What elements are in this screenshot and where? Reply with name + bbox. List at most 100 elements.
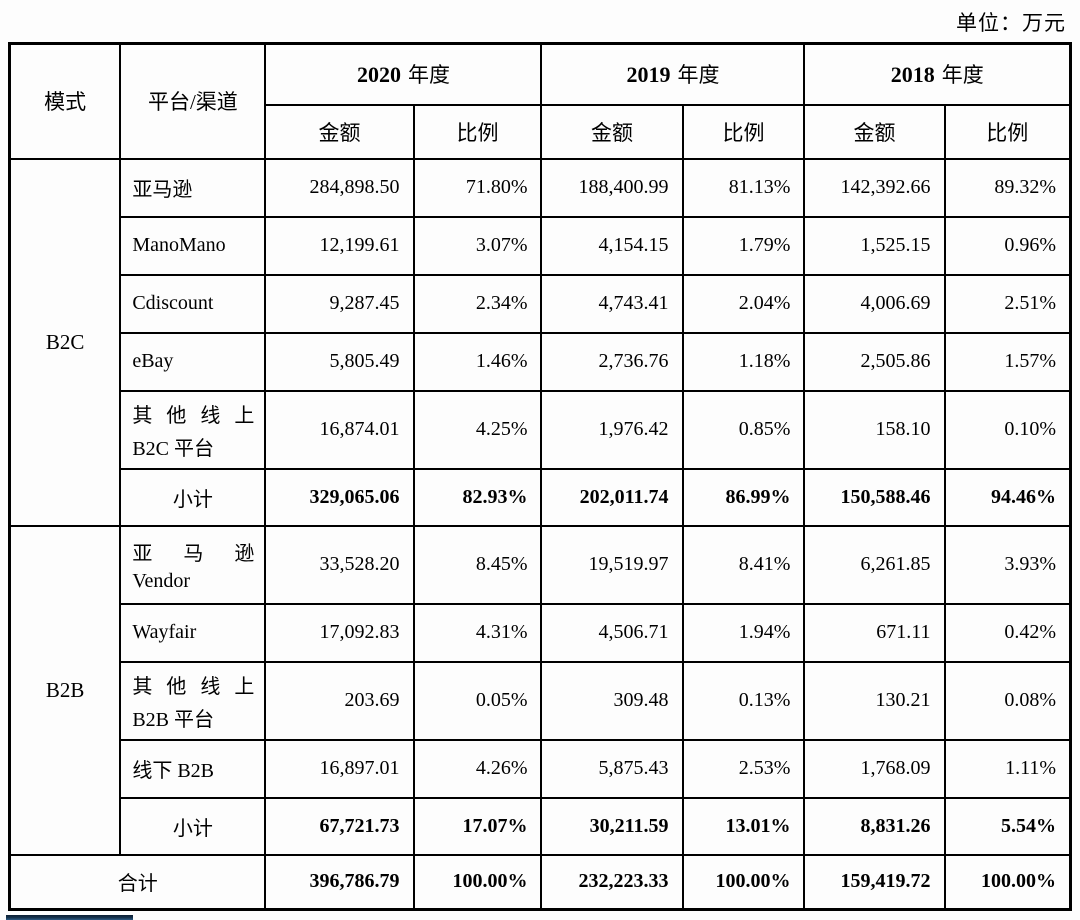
header-row-years: 模式 平台/渠道 2020 年度 2019 年度 2018 年度: [8, 42, 1072, 160]
platform-cell: eBay: [119, 331, 267, 392]
amount-cell: 5,805.49: [264, 331, 415, 392]
platform-line1: 亚马逊: [132, 542, 255, 565]
amount-cell: 4,506.71: [540, 602, 684, 663]
header-ratio: 比例: [943, 103, 1072, 160]
ratio-cell: 2.53%: [681, 738, 806, 799]
ratio-cell: 3.07%: [412, 215, 543, 276]
year-suffix: 年度: [677, 63, 720, 88]
amount-cell: 30,211.59: [540, 796, 684, 856]
mode-cell-b2c: B2C: [8, 157, 122, 527]
subtotal-label: 小计: [119, 796, 267, 856]
amount-cell: 9,287.45: [264, 273, 415, 334]
ratio-cell: 1.57%: [943, 331, 1072, 392]
amount-cell: 4,006.69: [803, 273, 946, 334]
platform-cell: Wayfair: [119, 602, 267, 663]
subtotal-label: 小计: [119, 467, 267, 527]
amount-cell: 203.69: [264, 660, 415, 741]
ratio-cell: 89.32%: [943, 157, 1072, 218]
ratio-cell: 0.10%: [943, 389, 1072, 470]
amount-cell: 1,525.15: [803, 215, 946, 276]
amount-cell: 142,392.66: [803, 157, 946, 218]
ratio-cell: 0.05%: [412, 660, 543, 741]
amount-cell: 16,874.01: [264, 389, 415, 470]
year-number: 2020: [356, 62, 401, 88]
amount-cell: 4,154.15: [540, 215, 684, 276]
platform-cell: 其他线上 B2B 平台: [119, 660, 267, 741]
header-amount: 金额: [540, 103, 684, 160]
year-number: 2018: [890, 62, 935, 88]
ratio-cell: 100.00%: [412, 853, 543, 911]
ratio-cell: 8.45%: [412, 524, 543, 605]
table-row-manomano: ManoMano 12,199.61 3.07% 4,154.15 1.79% …: [10, 215, 1072, 276]
ratio-cell: 3.93%: [943, 524, 1072, 605]
amount-cell: 202,011.74: [540, 467, 684, 527]
ratio-cell: 1.18%: [681, 331, 806, 392]
unit-note: 单位：万元: [956, 11, 1066, 35]
ratio-cell: 81.13%: [681, 157, 806, 218]
header-mode: 模式: [8, 42, 122, 160]
amount-cell: 309.48: [540, 660, 684, 741]
header-year-2019: 2019 年度: [540, 42, 806, 106]
amount-cell: 188,400.99: [540, 157, 684, 218]
table-row-amazon: B2C 亚马逊 284,898.50 71.80% 188,400.99 81.…: [8, 157, 1072, 527]
sales-by-platform-table: 模式 平台/渠道 2020 年度 2019 年度 2018 年度 金额 比例 金额 比…: [8, 42, 1072, 911]
year-suffix: 年度: [407, 63, 450, 88]
amount-cell: 4,743.41: [540, 273, 684, 334]
ratio-cell: 1.79%: [681, 215, 806, 276]
platform-line2: B2B 平台: [132, 708, 215, 731]
amount-cell: 2,736.76: [540, 331, 684, 392]
amount-cell: 329,065.06: [264, 467, 415, 527]
ratio-cell: 0.96%: [943, 215, 1072, 276]
header-amount: 金额: [264, 103, 415, 160]
header-row-measures: 金额 比例 金额 比例 金额 比例: [10, 103, 1072, 160]
table-row-cdiscount: Cdiscount 9,287.45 2.34% 4,743.41 2.04% …: [10, 273, 1072, 334]
header-amount: 金额: [803, 103, 946, 160]
table-row-other-b2b: 其他线上 B2B 平台 203.69 0.05% 309.48 0.13% 13…: [10, 660, 1072, 741]
table-row-ebay: eBay 5,805.49 1.46% 2,736.76 1.18% 2,505…: [10, 331, 1072, 392]
total-label: 合计: [8, 853, 267, 911]
amount-cell: 2,505.86: [803, 331, 946, 392]
table-row-wayfair: Wayfair 17,092.83 4.31% 4,506.71 1.94% 6…: [10, 602, 1072, 663]
amount-cell: 159,419.72: [803, 853, 946, 911]
amount-cell: 67,721.73: [264, 796, 415, 856]
ratio-cell: 13.01%: [681, 796, 806, 856]
ratio-cell: 1.11%: [943, 738, 1072, 799]
amount-cell: 12,199.61: [264, 215, 415, 276]
amount-cell: 130.21: [803, 660, 946, 741]
ratio-cell: 8.41%: [681, 524, 806, 605]
ratio-cell: 82.93%: [412, 467, 543, 527]
header-year-2020: 2020 年度: [264, 42, 543, 106]
ratio-cell: 1.94%: [681, 602, 806, 663]
platform-cell: ManoMano: [119, 215, 267, 276]
table-row-other-b2c: 其他线上 B2C 平台 16,874.01 4.25% 1,976.42 0.8…: [10, 389, 1072, 470]
header-ratio: 比例: [412, 103, 543, 160]
platform-cell: 亚马逊 Vendor: [119, 524, 267, 605]
amount-cell: 8,831.26: [803, 796, 946, 856]
ratio-cell: 0.08%: [943, 660, 1072, 741]
amount-cell: 150,588.46: [803, 467, 946, 527]
ratio-cell: 2.51%: [943, 273, 1072, 334]
table-row-b2b-subtotal: 小计 67,721.73 17.07% 30,211.59 13.01% 8,8…: [10, 796, 1072, 856]
amount-cell: 1,768.09: [803, 738, 946, 799]
amount-cell: 19,519.97: [540, 524, 684, 605]
table-row-offline-b2b: 线下 B2B 16,897.01 4.26% 5,875.43 2.53% 1,…: [10, 738, 1072, 799]
year-number: 2019: [626, 62, 671, 88]
ratio-cell: 4.26%: [412, 738, 543, 799]
amount-cell: 16,897.01: [264, 738, 415, 799]
platform-line1: 其他线上: [132, 675, 255, 698]
ratio-cell: 2.34%: [412, 273, 543, 334]
table-row-b2c-subtotal: 小计 329,065.06 82.93% 202,011.74 86.99% 1…: [10, 467, 1072, 527]
mode-cell-b2b: B2B: [8, 524, 122, 856]
platform-cell: 其他线上 B2C 平台: [119, 389, 267, 470]
amount-cell: 284,898.50: [264, 157, 415, 218]
amount-cell: 5,875.43: [540, 738, 684, 799]
platform-cell: 亚马逊: [119, 157, 267, 218]
amount-cell: 158.10: [803, 389, 946, 470]
ratio-cell: 0.85%: [681, 389, 806, 470]
platform-cell: 线下 B2B: [119, 738, 267, 799]
year-suffix: 年度: [941, 63, 984, 88]
amount-cell: 6,261.85: [803, 524, 946, 605]
table-row-grand-total: 合计 396,786.79 100.00% 232,223.33 100.00%…: [8, 853, 1072, 911]
ratio-cell: 4.31%: [412, 602, 543, 663]
amount-cell: 1,976.42: [540, 389, 684, 470]
